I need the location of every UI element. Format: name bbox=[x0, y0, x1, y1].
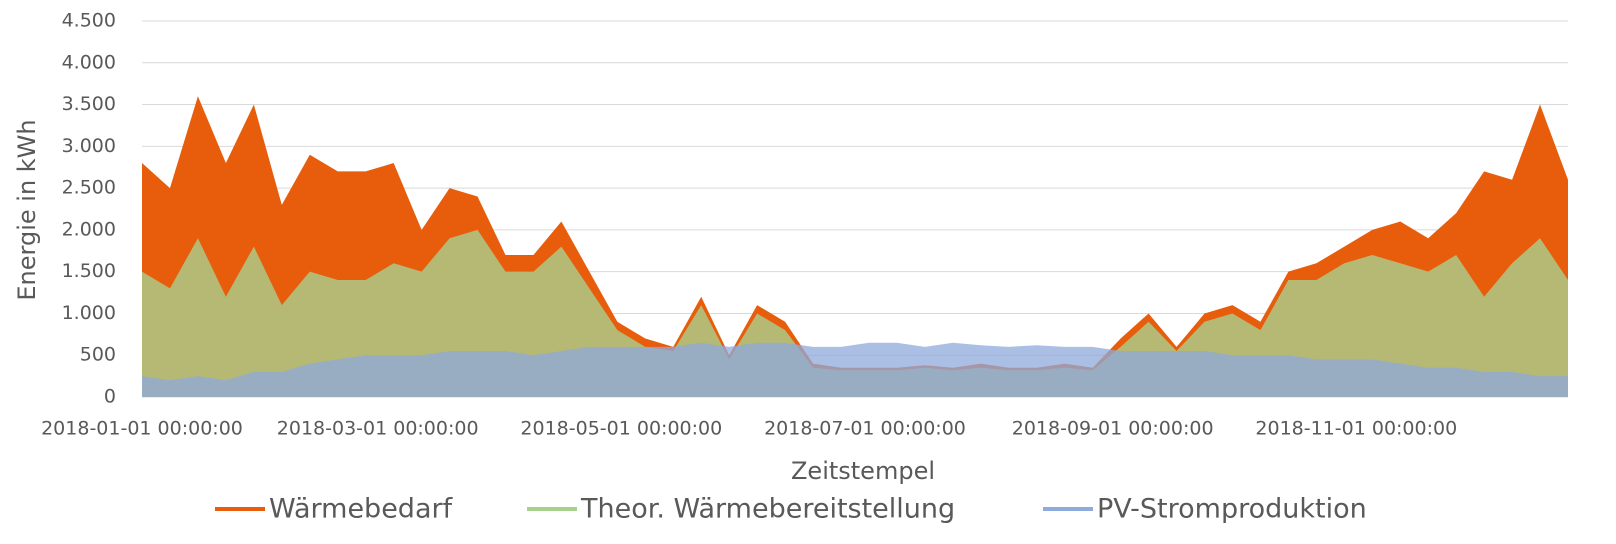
x-tick-label: 2018-01-01 00:00:00 bbox=[41, 418, 243, 440]
legend-label: Theor. Wärmebereitstellung bbox=[580, 494, 955, 525]
y-tick-label: 1.500 bbox=[62, 260, 116, 282]
y-tick-label: 4.500 bbox=[62, 10, 116, 32]
y-tick-label: 2.000 bbox=[62, 218, 116, 240]
y-axis-title: Energie in kWh bbox=[13, 119, 41, 300]
x-axis-title: Zeitstempel bbox=[791, 457, 935, 485]
area bbox=[142, 342, 1568, 397]
x-tick-label: 2018-05-01 00:00:00 bbox=[520, 418, 722, 440]
y-tick-label: 3.000 bbox=[62, 135, 116, 157]
x-tick-label: 2018-07-01 00:00:00 bbox=[764, 418, 966, 440]
x-tick-label: 2018-03-01 00:00:00 bbox=[277, 418, 479, 440]
y-tick-label: 3.500 bbox=[62, 93, 116, 115]
legend-label: Wärmebedarf bbox=[269, 494, 454, 525]
y-tick-label: 500 bbox=[80, 344, 116, 366]
y-tick-label: 0 bbox=[104, 386, 116, 408]
x-tick-label: 2018-09-01 00:00:00 bbox=[1012, 418, 1214, 440]
y-tick-label: 4.000 bbox=[62, 51, 116, 73]
y-tick-label: 1.000 bbox=[62, 302, 116, 324]
y-tick-label: 2.500 bbox=[62, 177, 116, 199]
x-tick-label: 2018-11-01 00:00:00 bbox=[1255, 418, 1457, 440]
legend-label: PV-Stromproduktion bbox=[1097, 494, 1367, 525]
